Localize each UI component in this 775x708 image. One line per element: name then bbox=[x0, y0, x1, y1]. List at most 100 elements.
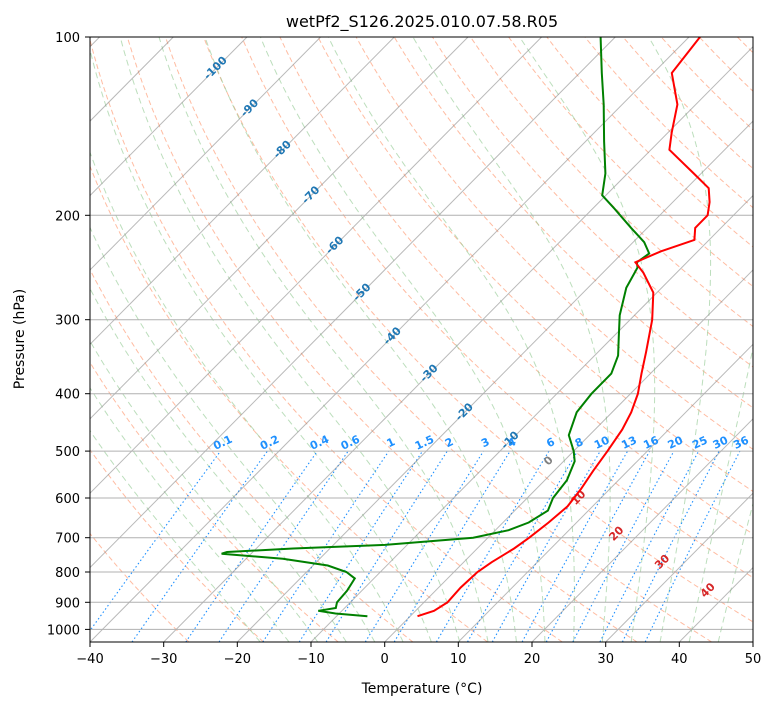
mixing-ratio-line bbox=[364, 450, 484, 642]
isotherm-line bbox=[90, 37, 469, 420]
profiles bbox=[221, 37, 711, 618]
moist-adiabat-line bbox=[90, 287, 347, 642]
isotherm-line bbox=[90, 37, 616, 569]
x-tick-label: 40 bbox=[671, 652, 688, 667]
moist-adiabat-line bbox=[90, 429, 261, 642]
moist-adiabat-line bbox=[648, 37, 712, 642]
x-tick-label: 50 bbox=[745, 652, 762, 667]
y-tick-label: 800 bbox=[55, 566, 80, 581]
y-tick-label: 100 bbox=[55, 31, 80, 46]
mixing-ratio-line bbox=[185, 450, 318, 642]
temperature-profile-line bbox=[417, 37, 711, 618]
dry-adiabat-line bbox=[165, 37, 712, 642]
dewpoint-profile-line bbox=[221, 37, 651, 618]
dry-adiabat-line bbox=[90, 164, 488, 642]
mixing-ratio-label: 13 bbox=[619, 434, 638, 452]
dry-adiabat-line bbox=[508, 37, 753, 288]
isotherm-line bbox=[163, 45, 753, 642]
dry-adiabat-line bbox=[241, 37, 753, 579]
mixing-ratio-label: 10 bbox=[592, 433, 612, 451]
moist-adiabat-line bbox=[688, 345, 753, 642]
mixing-ratio-line bbox=[325, 450, 448, 642]
isotherm-line bbox=[531, 418, 753, 642]
moist-adiabat-line bbox=[90, 226, 376, 642]
isotherm-line bbox=[90, 37, 321, 271]
moist-adiabat-line bbox=[717, 501, 753, 642]
mixing-ratio-label: 36 bbox=[731, 433, 751, 451]
y-axis-label: Pressure (hPa) bbox=[12, 289, 28, 389]
y-tick-label: 600 bbox=[55, 492, 80, 507]
moist-adiabat-line bbox=[327, 37, 575, 642]
moist-adiabat-line bbox=[519, 37, 656, 642]
y-tick-label: 400 bbox=[55, 388, 80, 403]
y-axis: 100 200 300 400 500 600 700 800 900 1000 bbox=[47, 31, 90, 638]
moist-adiabat-line bbox=[90, 340, 319, 642]
isotherm-line bbox=[457, 343, 753, 642]
x-tick-label: 30 bbox=[597, 652, 614, 667]
x-tick-label: 10 bbox=[450, 652, 467, 667]
y-tick-label: 700 bbox=[55, 532, 80, 547]
mixing-ratio-line bbox=[90, 450, 221, 632]
mixing-ratio-line bbox=[644, 450, 741, 642]
chart-title: wetPf2_S126.2025.010.07.58.R05 bbox=[286, 12, 558, 32]
mixing-ratio-label: 25 bbox=[690, 434, 709, 452]
dry-adiabat-line bbox=[90, 268, 414, 642]
dry-adiabat-line bbox=[90, 532, 190, 642]
plot-frame bbox=[89, 36, 754, 643]
dry-adiabat-line bbox=[584, 37, 753, 209]
y-tick-label: 500 bbox=[55, 445, 80, 460]
mixing-ratio-label: 20 bbox=[666, 433, 686, 451]
mixing-ratio-label: 16 bbox=[641, 433, 661, 451]
x-axis-label: Temperature (°C) bbox=[361, 681, 483, 697]
x-tick-label: −10 bbox=[297, 652, 324, 667]
mixing-ratio-line bbox=[435, 450, 550, 642]
isobars bbox=[90, 37, 753, 630]
y-tick-label: 200 bbox=[55, 209, 80, 224]
mixing-ratio-lines bbox=[90, 450, 741, 642]
mixing-ratio-line bbox=[521, 450, 629, 642]
mixing-ratio-line bbox=[491, 450, 601, 642]
mixing-ratio-line bbox=[545, 450, 651, 642]
mixing-ratio-line bbox=[467, 450, 578, 642]
y-tick-label: 300 bbox=[55, 314, 80, 329]
isotherm-line bbox=[90, 37, 395, 346]
moist-adiabat-line bbox=[90, 387, 290, 642]
moist-adiabat-line bbox=[90, 151, 404, 642]
moist-adiabat-line bbox=[204, 37, 517, 642]
moist-adiabat-line bbox=[259, 37, 546, 642]
isotherm-line bbox=[90, 37, 690, 642]
x-tick-label: −20 bbox=[224, 652, 251, 667]
moist-adiabat-line bbox=[412, 37, 611, 642]
y-tick-label: 1000 bbox=[47, 623, 80, 638]
dry-adiabat-line bbox=[317, 37, 753, 493]
y-tick-label: 900 bbox=[55, 596, 80, 611]
moist-adiabat-line bbox=[158, 37, 489, 642]
dry-adiabat-line bbox=[126, 37, 638, 642]
isotherm-line bbox=[236, 120, 753, 642]
x-tick-label: 0 bbox=[381, 652, 389, 667]
dry-adiabat-line bbox=[203, 37, 753, 623]
moist-adiabat-line bbox=[119, 37, 461, 642]
isotherm-line bbox=[605, 492, 753, 642]
mixing-ratio-line bbox=[393, 450, 511, 642]
mixing-ratio-label: 30 bbox=[711, 433, 731, 451]
moist-adiabat-line bbox=[90, 47, 432, 642]
dry-adiabat-line bbox=[431, 37, 753, 368]
isotherm-line bbox=[310, 194, 753, 642]
isotherm-line bbox=[90, 37, 248, 197]
x-tick-label: −40 bbox=[76, 652, 103, 667]
dry-adiabats bbox=[90, 37, 753, 642]
dry-adiabat-line bbox=[90, 361, 339, 642]
background-lines bbox=[90, 37, 753, 642]
x-tick-label: −30 bbox=[150, 652, 177, 667]
dry-adiabat-line bbox=[622, 37, 753, 170]
dry-adiabat-line bbox=[393, 37, 753, 409]
isotherms bbox=[90, 37, 753, 642]
x-axis: −40 −30 −20 −10 0 10 20 30 40 50 bbox=[76, 642, 761, 667]
x-tick-label: 20 bbox=[524, 652, 541, 667]
dry-adiabat-line bbox=[279, 37, 753, 535]
mixing-ratio-line bbox=[131, 450, 268, 642]
isotherm-line bbox=[90, 37, 542, 494]
moist-adiabats bbox=[90, 37, 753, 642]
